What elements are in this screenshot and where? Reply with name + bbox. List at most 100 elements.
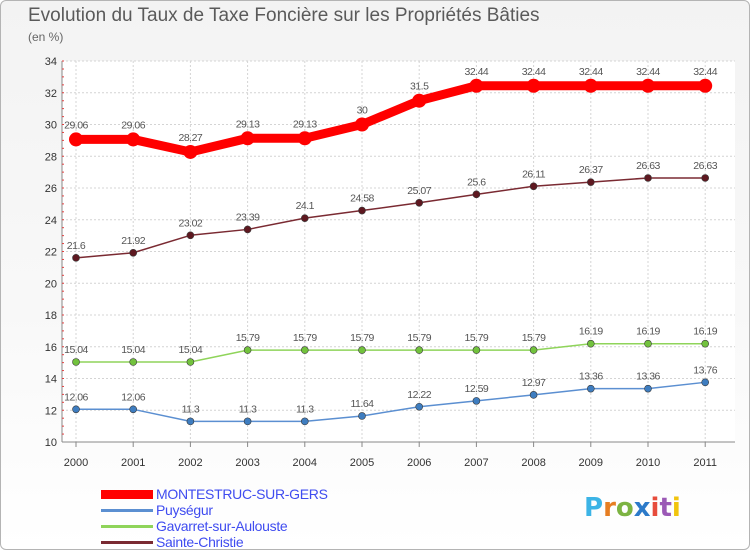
data-label: 31.5 [410,81,429,93]
legend-swatch [101,490,153,499]
series-point [586,339,595,348]
legend-swatch [101,509,153,512]
logo-letter: i [671,493,681,523]
data-label: 26.63 [693,160,717,172]
series-point [415,198,424,207]
data-label: 11.64 [351,398,375,410]
y-tick-label: 16 [45,342,57,354]
series-point [72,254,80,262]
data-label: 15.79 [407,332,431,344]
series-point [472,397,481,405]
data-label: 25.6 [467,176,486,188]
series-point [586,384,595,393]
data-label: 16.19 [636,326,660,338]
series-point [72,405,80,414]
legend-label: Gavarret-sur-Aulouste [156,518,288,534]
y-tick-label: 20 [45,278,57,290]
x-tick-label: 2000 [64,457,88,469]
data-label: 15.79 [236,332,260,344]
data-label: 12.06 [121,391,145,403]
data-label: 12.97 [522,377,546,389]
data-label: 15.79 [350,332,374,344]
chart-title: Evolution du Taux de Taxe Foncière sur l… [28,5,540,26]
series-point [586,178,595,186]
data-label: 12.59 [465,383,489,395]
data-label: 26.11 [522,168,546,180]
series-point [240,131,255,146]
x-tick-label: 2006 [407,457,431,469]
data-label: 21.92 [121,235,145,247]
x-tick-label: 2011 [693,457,717,469]
data-label: 32.44 [636,66,660,78]
data-label: 24.58 [350,193,374,205]
y-tick-label: 26 [45,183,57,195]
data-label: 29.06 [64,119,88,131]
data-label: 13.76 [693,364,717,376]
series-point [641,78,655,93]
series-point [358,412,366,420]
series-point [129,358,137,366]
y-tick-label: 34 [45,56,57,68]
series-point [701,339,710,348]
y-tick-label: 28 [45,151,57,163]
series-point [300,346,309,354]
x-tick-label: 2001 [121,457,145,469]
x-tick-label: 2008 [521,457,545,469]
data-label: 15.79 [522,332,546,344]
logo-letter: o [615,493,634,523]
x-tick-label: 2003 [235,457,259,469]
data-label: 29.13 [236,118,260,130]
series-point [69,132,83,147]
x-tick-label: 2009 [579,457,603,469]
series-point [698,78,713,93]
series-point [300,214,309,222]
data-label: 15.79 [465,332,489,344]
data-label: 23.39 [236,211,260,223]
data-label: 32.44 [522,66,546,78]
series-point [186,417,195,426]
series-point [644,174,652,182]
legend-swatch [101,541,153,544]
data-label: 11.3 [296,403,314,415]
logo-letter: t [659,493,672,523]
series-point [300,417,309,426]
series-point [297,131,312,146]
logo-letter: i [650,493,660,523]
y-tick-label: 30 [45,120,57,132]
data-label: 24.1 [296,200,315,212]
data-label: 12.06 [64,391,88,403]
series-point [529,391,538,399]
series-point [355,117,369,132]
series-point [701,174,710,182]
legend-swatch [101,525,153,528]
series-line-2 [76,342,706,363]
series-point [529,346,538,354]
proxiti-logo: Proxiti [584,493,681,523]
y-tick-label: 10 [45,437,57,449]
data-label: 11.3 [182,403,200,415]
series-point [243,346,252,354]
series-point [358,346,366,354]
y-tick-label: 32 [45,88,57,100]
x-tick-label: 2004 [293,457,317,469]
logo-letter: P [584,493,604,523]
y-tick-label: 22 [45,247,57,259]
series-point [415,402,424,411]
series-line-0 [76,81,706,157]
data-label: 30 [357,105,368,117]
y-tick-label: 18 [45,310,57,322]
chart-subtitle: (en %) [28,30,64,44]
data-label: 13.36 [636,371,660,383]
series-point [126,132,141,147]
series-point [243,225,252,234]
series-point [129,248,137,257]
x-tick-label: 2010 [636,457,660,469]
data-label: 29.13 [293,118,317,130]
series-point [183,144,198,159]
series-point [358,206,366,215]
legend-label: Puységur [156,502,213,518]
data-label: 32.44 [465,66,489,78]
x-tick-label: 2002 [178,457,202,469]
data-label: 12.22 [407,389,431,401]
series-point [701,378,710,387]
